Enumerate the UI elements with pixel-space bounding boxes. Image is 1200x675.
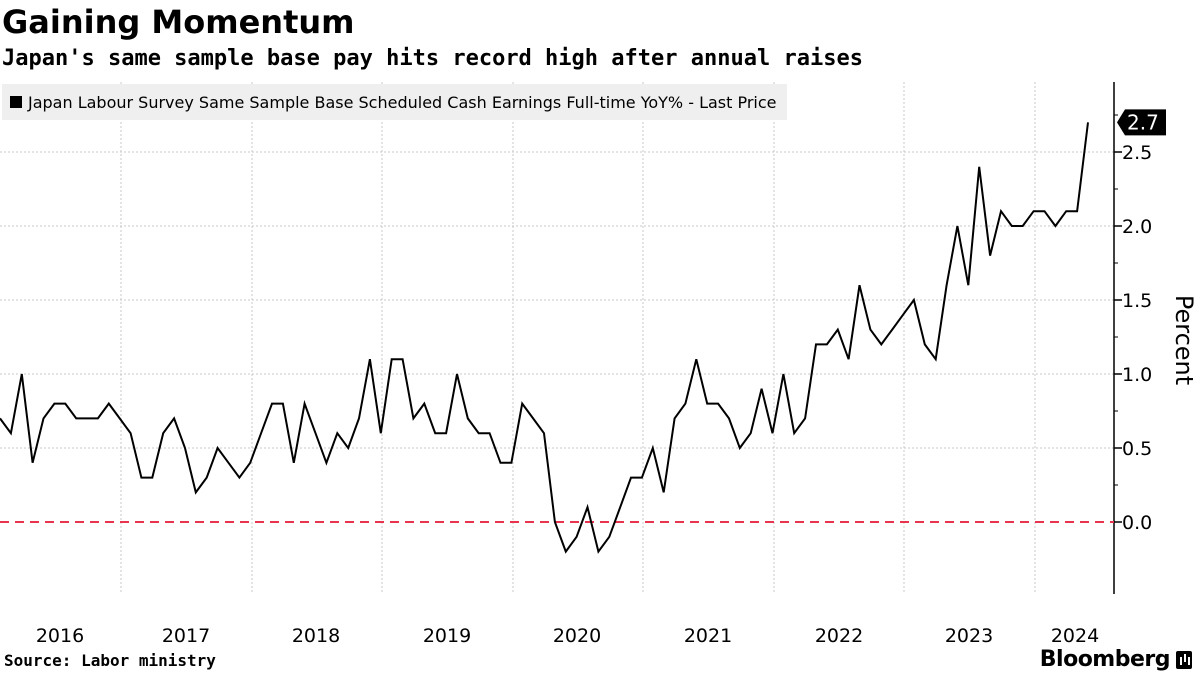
last-price-marker: 2.7 — [1117, 109, 1166, 136]
chart-title: Gaining Momentum — [2, 3, 355, 41]
legend-label: Japan Labour Survey Same Sample Base Sch… — [28, 92, 777, 112]
y-axis-title: Percent — [1170, 295, 1198, 385]
y-axis-ticks: 0.0 0.5 1.0 1.5 2.0 2.5 — [1114, 114, 1152, 534]
y-tick-label: 0.0 — [1122, 512, 1152, 534]
vertical-gridlines — [120, 82, 1036, 594]
last-price-box — [1117, 109, 1166, 136]
x-tick-label: 2018 — [292, 625, 340, 647]
x-tick-label: 2022 — [815, 625, 863, 647]
y-tick-label: 0.5 — [1122, 438, 1152, 460]
x-axis-labels: 2016 2017 2018 2019 2020 2021 2022 2023 2024 — [36, 625, 1099, 647]
x-tick-label: 2017 — [162, 625, 210, 647]
series-line — [0, 122, 1089, 554]
x-tick-label: 2020 — [553, 625, 601, 647]
bloomberg-logo: Bloomberg — [1039, 647, 1171, 672]
x-tick-label: 2016 — [36, 625, 84, 647]
legend: Japan Labour Survey Same Sample Base Sch… — [2, 84, 787, 120]
y-tick-label: 2.5 — [1122, 142, 1152, 164]
source-note: Source: Labor ministry — [4, 651, 216, 670]
x-tick-label: 2021 — [684, 625, 732, 647]
x-tick-label: 2024 — [1051, 625, 1099, 647]
y-tick-label: 2.0 — [1122, 216, 1152, 238]
bloomberg-terminal-icon — [1176, 651, 1192, 669]
y-tick-label: 1.5 — [1122, 290, 1152, 312]
chart-subtitle: Japan's same sample base pay hits record… — [2, 46, 863, 71]
y-tick-label: 1.0 — [1122, 364, 1152, 386]
x-tick-label: 2019 — [423, 625, 471, 647]
legend-swatch — [10, 96, 22, 108]
x-tick-label: 2023 — [945, 625, 993, 647]
last-price-label: 2.7 — [1127, 110, 1159, 134]
horizontal-gridlines — [0, 151, 1114, 449]
